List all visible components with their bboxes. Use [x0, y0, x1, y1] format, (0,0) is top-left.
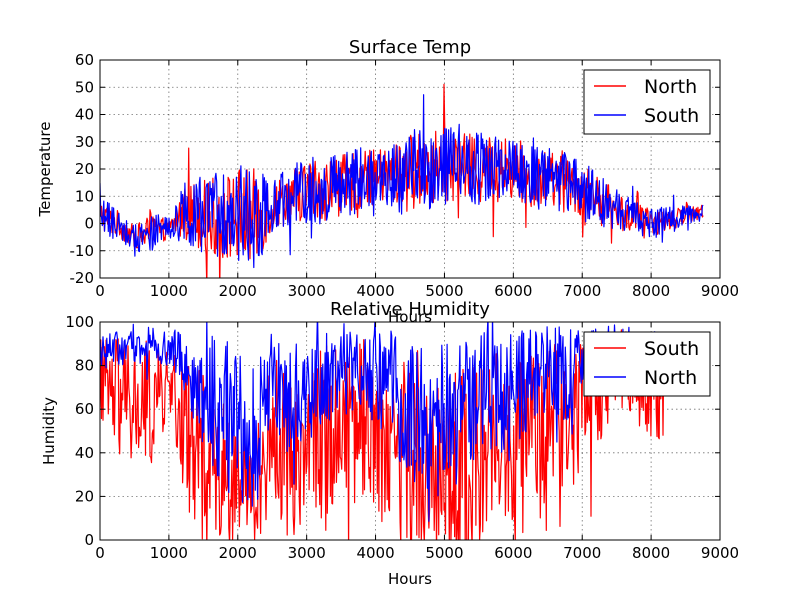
temperature-x-tick-label: 1000 — [150, 282, 188, 300]
humidity-x-tick-label: 2000 — [219, 544, 257, 562]
humidity-x-label: Hours — [388, 570, 432, 588]
humidity-x-tick-label: 8000 — [632, 544, 670, 562]
humidity-x-tick-label: 4000 — [356, 544, 394, 562]
temperature-y-tick-label: 30 — [75, 133, 94, 151]
humidity-x-tick-label: 7000 — [563, 544, 601, 562]
temperature-x-tick-label: 0 — [95, 282, 105, 300]
temperature-x-tick-label: 5000 — [425, 282, 463, 300]
humidity-x-tick-label: 5000 — [425, 544, 463, 562]
humidity-y-label: Humidity — [40, 397, 58, 465]
temperature-y-tick-label: 50 — [75, 78, 94, 96]
temperature-y-label: Temperature — [36, 121, 54, 217]
humidity-y-tick-label: 80 — [75, 357, 94, 375]
temperature-y-tick-label: -20 — [70, 269, 95, 287]
temperature-legend-label-north: North — [644, 76, 697, 98]
temperature-y-tick-label: 10 — [75, 187, 94, 205]
temperature-legend-box — [583, 69, 711, 135]
humidity-title: Relative Humidity — [330, 299, 490, 320]
temperature-x-tick-label: 3000 — [288, 282, 326, 300]
humidity-x-tick-label: 1000 — [150, 544, 188, 562]
temperature-title: Surface Temp — [349, 37, 471, 58]
temperature-y-tick-label: 60 — [75, 51, 94, 69]
temperature-x-tick-label: 9000 — [701, 282, 739, 300]
temperature-x-tick-label: 6000 — [494, 282, 532, 300]
temperature-x-tick-label: 7000 — [563, 282, 601, 300]
humidity-subplot: 0 1000 2000 3000 4000 5000 6000 7000 8000 9000 0 20… — [40, 299, 739, 588]
humidity-y-tick-label: 100 — [65, 313, 94, 331]
temperature-series-south — [100, 94, 704, 269]
temperature-x-tick-label: 2000 — [219, 282, 257, 300]
temperature-x-tick-label: 8000 — [632, 282, 670, 300]
humidity-x-tick-label: 6000 — [494, 544, 532, 562]
humidity-x-tick-label: 9000 — [701, 544, 739, 562]
humidity-legend-box — [583, 331, 711, 397]
humidity-y-tick-label: 0 — [84, 531, 94, 549]
humidity-axes-frame — [99, 321, 721, 541]
temperature-ticks: 0 1000 2000 3000 4000 5000 6000 7000 8000 9000 -20… — [70, 51, 740, 300]
temperature-y-tick-label: 0 — [84, 215, 94, 233]
temperature-series-lines — [100, 83, 704, 278]
humidity-series-north — [100, 322, 662, 522]
humidity-series-lines — [100, 322, 666, 540]
temperature-y-tick-label: 20 — [75, 160, 94, 178]
temperature-y-tick-label: -10 — [70, 242, 95, 260]
temperature-subplot: 0 1000 2000 3000 4000 5000 6000 7000 8000 9000 -20… — [36, 37, 739, 326]
humidity-legend-label-south: South — [644, 338, 699, 360]
temperature-legend-label-south: South — [644, 105, 699, 127]
humidity-y-tick-label: 20 — [75, 487, 94, 505]
temperature-y-tick-label: 40 — [75, 106, 94, 124]
humidity-x-tick-label: 3000 — [288, 544, 326, 562]
humidity-y-tick-label: 60 — [75, 400, 94, 418]
temperature-x-tick-label: 4000 — [356, 282, 394, 300]
temperature-legend: North South — [583, 69, 711, 135]
humidity-y-tick-label: 40 — [75, 444, 94, 462]
humidity-ticks: 0 1000 2000 3000 4000 5000 6000 7000 8000 9000 0 20… — [65, 313, 739, 562]
humidity-x-tick-label: 0 — [95, 544, 105, 562]
humidity-legend-label-north: North — [644, 367, 697, 389]
humidity-legend: South North — [583, 331, 711, 397]
